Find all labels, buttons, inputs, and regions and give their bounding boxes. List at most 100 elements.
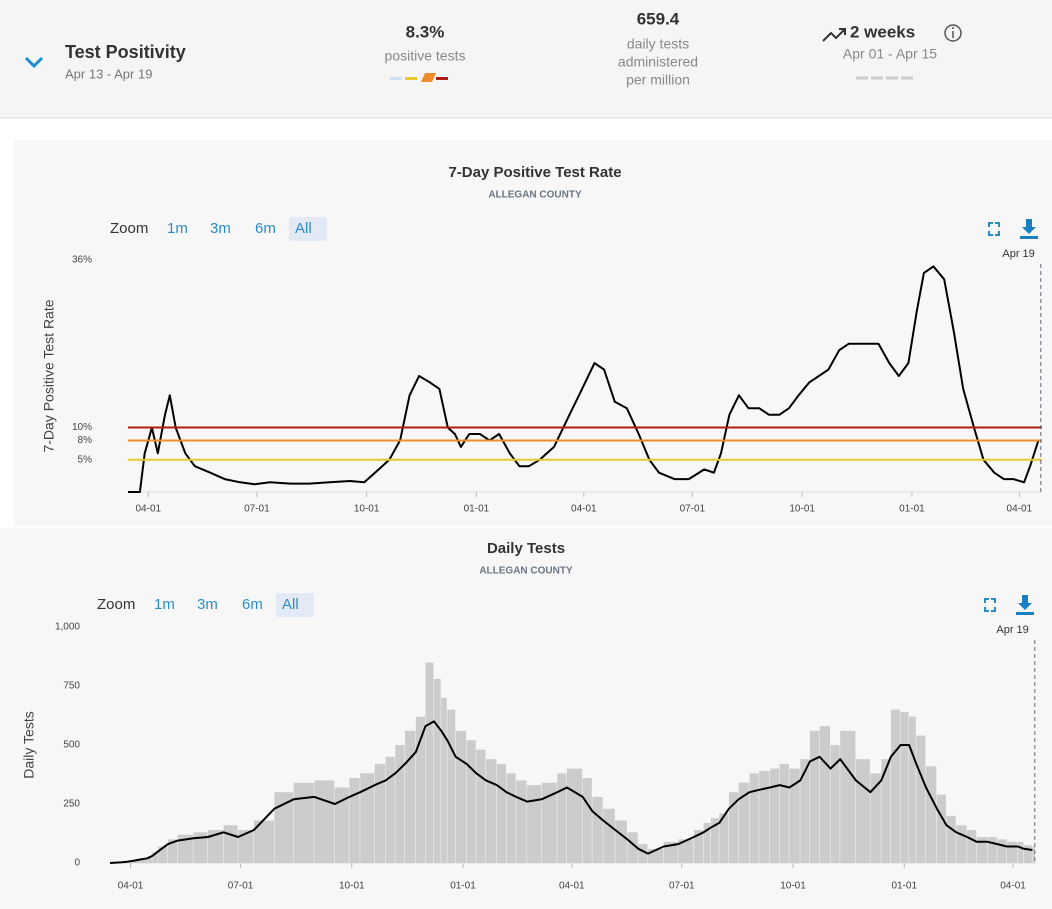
y-tick-label: 0 xyxy=(74,858,80,869)
bar xyxy=(158,846,168,863)
bar xyxy=(693,829,704,863)
data-line xyxy=(128,265,1040,493)
bar xyxy=(1032,846,1035,863)
x-tick-label: 07-01 xyxy=(680,504,706,515)
zoom-label: Zoom xyxy=(97,596,135,613)
panel-title: Test Positivity xyxy=(65,42,186,62)
x-tick-label: 10-01 xyxy=(780,881,806,892)
x-tick-label: 01-01 xyxy=(450,881,476,892)
bar xyxy=(789,768,800,863)
bar xyxy=(678,839,694,863)
bar xyxy=(395,745,405,863)
x-tick-label: 01-01 xyxy=(464,504,490,515)
bar xyxy=(627,832,638,863)
fullscreen-icon[interactable] xyxy=(988,222,1000,236)
bar xyxy=(582,778,592,863)
bar xyxy=(516,780,527,863)
zoom-option[interactable]: 1m xyxy=(154,596,175,613)
bar xyxy=(1017,841,1024,863)
x-tick-label: 04-01 xyxy=(559,881,585,892)
bar xyxy=(360,773,375,863)
bar xyxy=(987,837,997,863)
x-tick-label: 07-01 xyxy=(244,504,270,515)
bar xyxy=(870,773,881,863)
download-icon[interactable] xyxy=(1016,595,1034,615)
bar xyxy=(293,782,314,863)
chart-panel xyxy=(14,140,1052,526)
bar xyxy=(274,792,294,863)
zoom-selected-bg xyxy=(289,217,327,241)
bar xyxy=(441,697,447,863)
metric-label: administered xyxy=(618,54,698,70)
bar xyxy=(238,829,254,863)
download-icon[interactable] xyxy=(1020,219,1038,239)
bar xyxy=(140,858,147,863)
bar xyxy=(314,780,335,863)
x-tick-label: 04-01 xyxy=(1007,504,1033,515)
x-tick-label: 01-01 xyxy=(891,881,917,892)
bar xyxy=(447,709,456,863)
bar xyxy=(566,768,583,863)
x-tick-label: 04-01 xyxy=(118,881,144,892)
bar xyxy=(819,726,830,863)
chart-title: Daily Tests xyxy=(487,540,565,557)
y-tick-label: 750 xyxy=(63,681,80,692)
zoom-option[interactable]: 6m xyxy=(255,220,276,237)
zoom-option[interactable]: 1m xyxy=(167,220,188,237)
bar xyxy=(334,787,349,863)
x-tick-label: 04-01 xyxy=(571,504,597,515)
metric-label: positive tests xyxy=(385,48,466,64)
bar xyxy=(956,825,967,863)
bar xyxy=(253,820,274,863)
bar xyxy=(193,832,208,863)
bar xyxy=(1006,841,1018,863)
bar xyxy=(134,859,140,863)
bar xyxy=(415,716,426,863)
bar xyxy=(770,768,780,863)
trend-icon xyxy=(822,28,846,42)
bar xyxy=(592,796,603,863)
bar xyxy=(663,841,678,863)
bar xyxy=(855,759,870,863)
bar xyxy=(759,770,770,863)
collapse-chevron[interactable] xyxy=(24,56,44,69)
positivity-scale xyxy=(390,73,448,82)
bar xyxy=(455,730,467,863)
bar xyxy=(603,808,615,863)
bar xyxy=(749,773,759,863)
zoom-selected-bg xyxy=(276,593,314,617)
info-icon[interactable] xyxy=(944,24,962,42)
zoom-option[interactable]: All xyxy=(282,596,299,613)
bar xyxy=(433,678,441,863)
zoom-option[interactable]: All xyxy=(295,220,312,237)
y-axis-label: Daily Tests xyxy=(21,711,37,778)
info-icon-dot xyxy=(952,27,954,29)
header-panel xyxy=(0,0,1052,118)
annotation-label: Apr 19 xyxy=(996,624,1028,636)
bar xyxy=(496,763,507,863)
y-tick-label: 36% xyxy=(72,255,92,266)
annotation-label: Apr 19 xyxy=(1002,248,1034,260)
bar xyxy=(615,820,627,863)
x-tick-label: 10-01 xyxy=(354,504,380,515)
trend-icon-head xyxy=(839,28,846,35)
x-tick-label: 07-01 xyxy=(669,881,695,892)
bar xyxy=(703,822,711,863)
bar xyxy=(890,709,901,863)
bar xyxy=(152,852,158,863)
data-line xyxy=(109,720,1033,864)
zoom-option[interactable]: 3m xyxy=(210,220,231,237)
x-tick-label: 07-01 xyxy=(228,881,254,892)
bar xyxy=(976,837,988,863)
bar xyxy=(466,740,476,863)
bar xyxy=(485,759,497,863)
bar xyxy=(925,766,937,863)
metric-label: daily tests xyxy=(627,36,689,52)
y-tick-label: 5% xyxy=(78,454,93,465)
y-tick-label: 1,000 xyxy=(55,622,80,633)
bar xyxy=(719,813,729,863)
fullscreen-icon[interactable] xyxy=(984,598,996,612)
x-tick-label: 01-01 xyxy=(899,504,925,515)
zoom-option[interactable]: 6m xyxy=(242,596,263,613)
zoom-option[interactable]: 3m xyxy=(197,596,218,613)
